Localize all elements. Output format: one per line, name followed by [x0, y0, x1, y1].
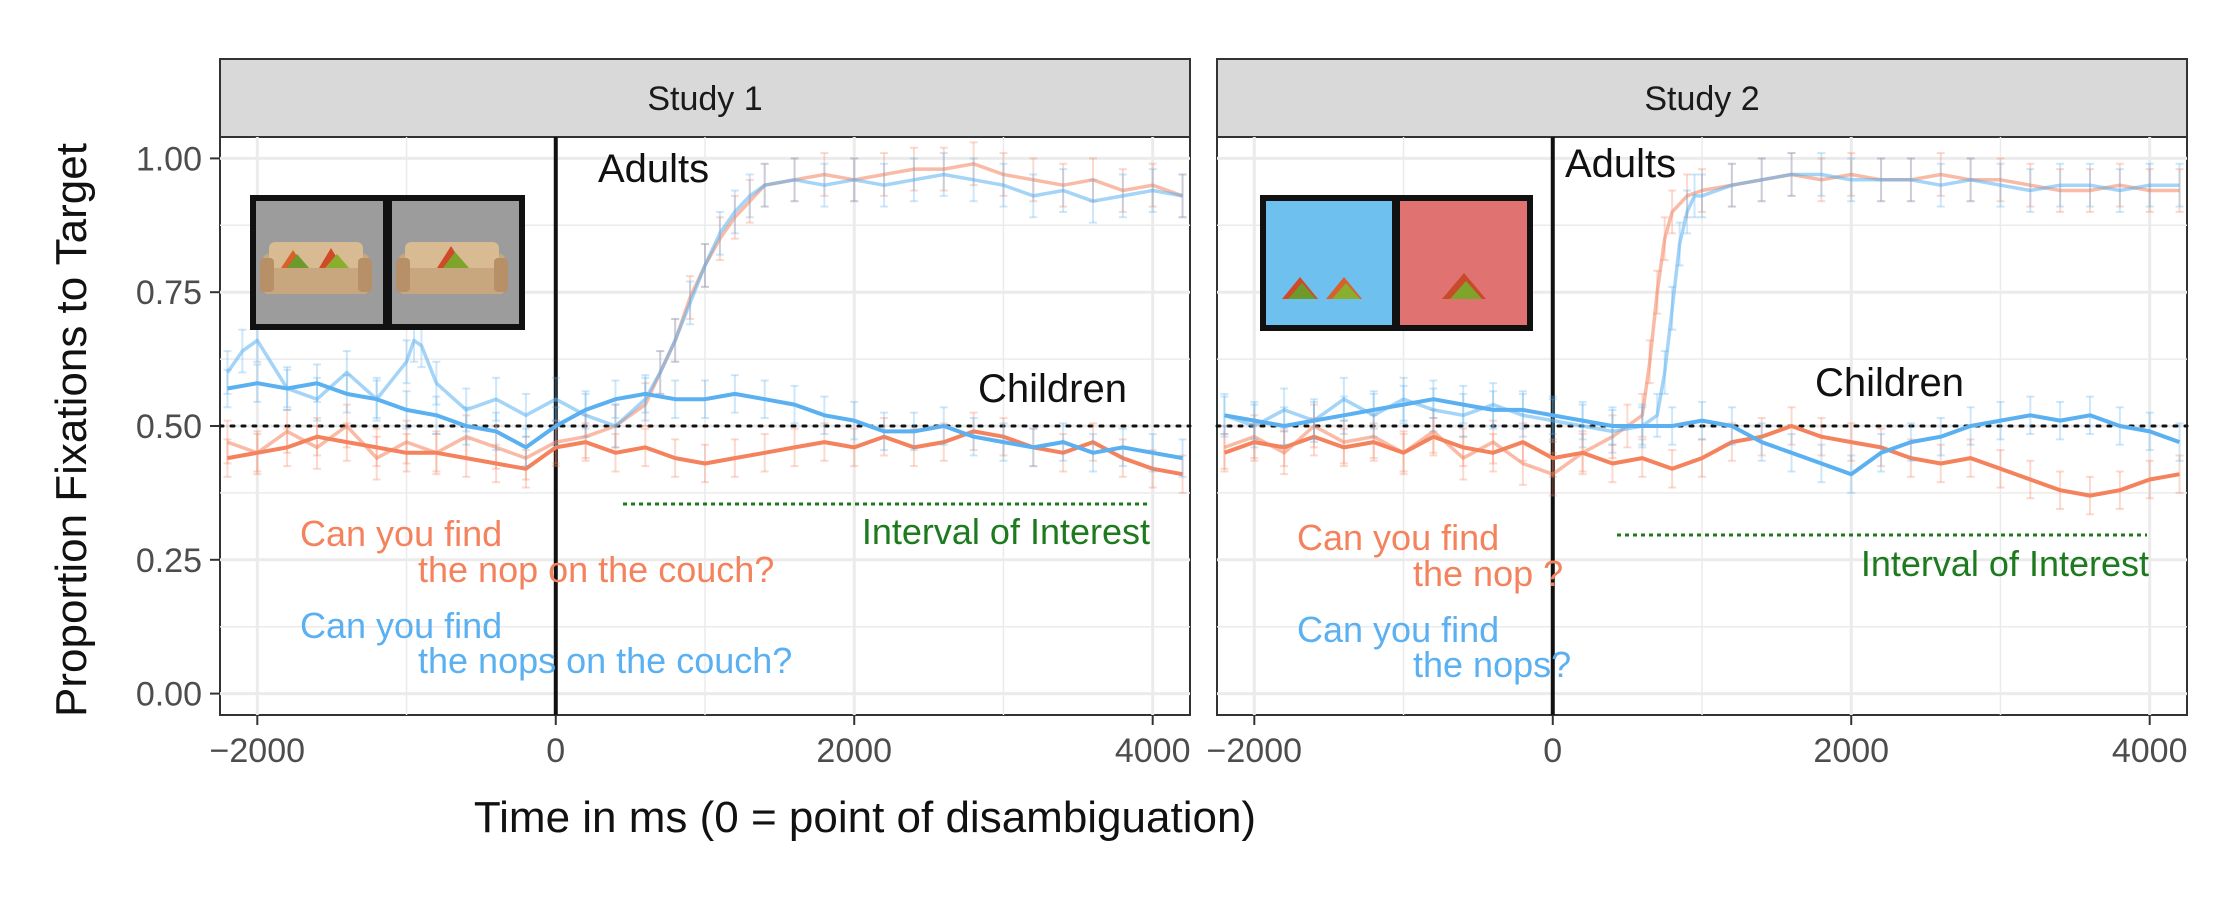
prompt-plural-line2: the nops on the couch?	[418, 640, 792, 681]
panel-study-2: Study 2 Adults Children Interval of I	[1207, 58, 2189, 770]
x-tick-label: 4000	[1115, 732, 1191, 770]
x-tick-label: 0	[1543, 732, 1562, 770]
prompt-plural-line2: the nops?	[1413, 644, 1571, 685]
y-tick-label: 1.00	[136, 140, 202, 178]
x-tick-label: 2000	[816, 732, 892, 770]
x-tick-label: −2000	[1207, 732, 1303, 770]
series-lines	[1220, 152, 2184, 516]
x-tick-label: 4000	[2112, 732, 2188, 770]
group-label-adults: Adults	[1565, 142, 1676, 186]
prompt-singular-line2: the nop ?	[1413, 553, 1563, 594]
stimulus-couches-image	[250, 195, 525, 330]
y-axis-title: Proportion Fixations to Target	[47, 143, 96, 717]
series-children-plural	[1220, 379, 2184, 494]
y-tick-label: 0.50	[136, 408, 202, 446]
panel-title: Study 2	[1644, 80, 1759, 118]
interval-of-interest-label: Interval of Interest	[1861, 543, 2149, 584]
series-adults-plural	[1220, 152, 2184, 454]
x-axis-title: Time in ms (0 = point of disambiguation)	[474, 793, 1256, 842]
y-tick-label: 0.00	[136, 676, 202, 714]
group-label-children: Children	[978, 367, 1127, 411]
y-axis-ticks: 0.00 0.25 0.50 0.75 1.00	[136, 140, 220, 714]
series-lines	[223, 141, 1187, 494]
interval-of-interest-label: Interval of Interest	[862, 511, 1150, 552]
series-line-children-singular	[1223, 424, 2180, 498]
x-tick-label: 2000	[1813, 732, 1889, 770]
series-children-singular	[1220, 406, 2184, 516]
x-tick-label: 0	[546, 732, 565, 770]
prompt-singular-line1: Can you find	[1297, 517, 1499, 558]
panel-strip	[1216, 58, 2188, 138]
series-line-children-plural	[227, 381, 1183, 461]
prompt-singular-line2: the nop on the couch?	[418, 549, 774, 590]
series-line-adults-plural	[1223, 172, 2180, 434]
panel-strip	[219, 58, 1191, 138]
y-tick-label: 0.75	[136, 274, 202, 312]
series-line-adults-plural	[226, 172, 1183, 428]
x-axis-ticks: −2000 0 2000 4000	[210, 715, 1191, 770]
prompt-plural-line1: Can you find	[1297, 609, 1499, 650]
prompt-singular-line1: Can you find	[300, 513, 502, 554]
series-children-plural	[223, 363, 1187, 478]
prompt-plural-line1: Can you find	[300, 605, 502, 646]
x-axis-ticks: −2000 0 2000 4000	[1207, 715, 2188, 770]
stimulus-colored-backgrounds-image	[1260, 195, 1533, 331]
series-line-children-plural	[1224, 397, 2181, 477]
y-tick-label: 0.25	[136, 542, 202, 580]
panel-study-1: Study 1	[136, 58, 1192, 770]
panel-title: Study 1	[647, 80, 762, 118]
x-tick-label: −2000	[210, 732, 306, 770]
group-label-children: Children	[1815, 361, 1964, 405]
gridlines	[220, 137, 1190, 715]
group-label-adults: Adults	[598, 147, 709, 191]
